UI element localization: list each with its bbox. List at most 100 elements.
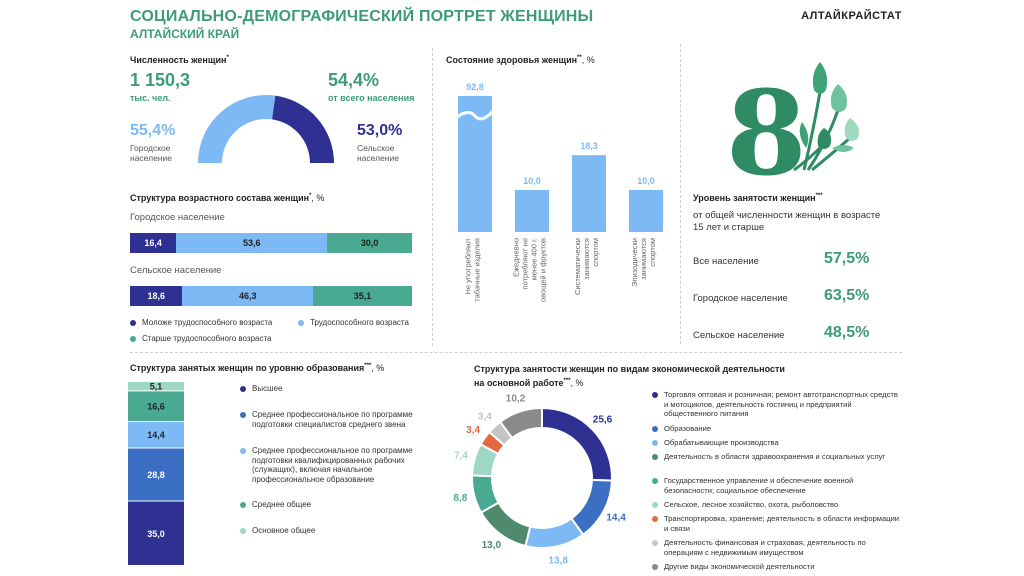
activity-legend-item-2: Обрабатывающие производства bbox=[652, 438, 902, 448]
employment-level-title-text: Уровень занятости женщин bbox=[693, 193, 816, 203]
brand-logo-text: АЛТАЙКРАЙСТАТ bbox=[801, 10, 902, 22]
gauge-rural-arc bbox=[272, 95, 334, 163]
employment-desc-line2: 15 лет и старше bbox=[693, 222, 765, 233]
rural-label-line2: население bbox=[357, 153, 399, 163]
activity-unit: , % bbox=[570, 378, 584, 388]
education-legend-item-0: Высшее bbox=[240, 384, 437, 394]
age-urban-bar: 16,4 53,6 30,0 bbox=[130, 233, 412, 253]
activity-legend-item-4: Государственное управление и обеспечение… bbox=[652, 476, 902, 495]
age-structure-title-text: Структура возрастного состава женщин bbox=[130, 193, 310, 203]
education-segment-3 bbox=[128, 391, 184, 421]
age-legend-young: Моложе трудоспособного возраста bbox=[130, 318, 272, 328]
activity-legend-item-8: Другие виды экономической деятельности bbox=[652, 562, 902, 572]
age-structure-unit: , % bbox=[311, 193, 325, 203]
health-bar-2 bbox=[572, 155, 606, 232]
population-share: 54,4% bbox=[328, 70, 380, 90]
gauge-urban-arc bbox=[198, 95, 276, 163]
health-category-text: овощей и фруктов bbox=[539, 238, 548, 302]
health-unit: , % bbox=[581, 55, 595, 65]
health-category-text: Эпизодически bbox=[630, 238, 639, 287]
age-legend-old-text: Старше трудоспособного возраста bbox=[142, 334, 272, 343]
health-category-2: Систематически занимаются спортом bbox=[573, 238, 600, 295]
employment-all-value: 57,5% bbox=[824, 250, 870, 267]
employment-urban-label: Городское население bbox=[693, 293, 788, 304]
legend-dot bbox=[240, 448, 246, 454]
legend-dot bbox=[240, 386, 246, 392]
legend-dot-teal bbox=[130, 335, 136, 342]
legend-dot bbox=[652, 502, 658, 508]
donut-label-0: 25,6 bbox=[593, 415, 613, 426]
health-category-text: менее 400 г. bbox=[530, 238, 539, 280]
age-legend-working: Трудоспособного возраста bbox=[298, 318, 409, 328]
education-legend-text: Основное общее bbox=[252, 526, 316, 535]
education-segment-0 bbox=[128, 501, 184, 565]
education-legend-text: Среднее общее bbox=[252, 500, 312, 509]
legend-dot bbox=[652, 564, 658, 570]
legend-dot bbox=[652, 440, 658, 446]
activity-title-mark: *** bbox=[563, 378, 571, 384]
employment-level-title-mark: *** bbox=[815, 193, 823, 199]
health-category-text: спортом bbox=[648, 238, 657, 267]
activity-legend-text: Сельское, лесное хозяйство, охота, рыбол… bbox=[664, 500, 839, 509]
activity-legend-item-0: Торговля оптовая и розничная; ремонт авт… bbox=[652, 390, 902, 419]
education-legend-text: Среднее профессиональное по программе по… bbox=[252, 410, 413, 429]
employment-rural-value: 48,5% bbox=[824, 324, 870, 341]
employment-level-title: Уровень занятости женщин*** bbox=[693, 193, 823, 203]
health-axis-break-mark bbox=[455, 109, 496, 121]
age-rural-old: 35,1 bbox=[313, 286, 412, 306]
march-8-flower-icon: 8 bbox=[726, 62, 859, 188]
population-gauge bbox=[198, 95, 334, 163]
urban-label-line2: население bbox=[130, 153, 172, 163]
health-bar-label-1: 10,0 bbox=[523, 176, 541, 186]
population-share-text: от всего населения bbox=[328, 93, 415, 103]
activity-legend-text: Деятельность финансовая и страховая, дея… bbox=[664, 538, 866, 557]
age-urban-young: 16,4 bbox=[130, 233, 177, 253]
health-bar-label-3: 10,0 bbox=[637, 176, 655, 186]
population-title: Численность женщин* bbox=[130, 55, 229, 65]
activity-donut-chart: 25,6 14,4 13,8 13,0 8,8 7,4 3,4 3,4 10,2 bbox=[453, 393, 626, 566]
health-bar-3 bbox=[629, 190, 663, 232]
donut-slice-2 bbox=[524, 517, 585, 549]
employment-desc-line1: от общей численности женщин в возрасте bbox=[693, 210, 881, 221]
education-legend-item-3: Среднее общее bbox=[240, 500, 437, 510]
education-segment-1 bbox=[128, 448, 184, 501]
health-category-3: Эпизодически занимаются спортом bbox=[630, 238, 657, 287]
activity-legend-item-5: Сельское, лесное хозяйство, охота, рыбол… bbox=[652, 500, 902, 510]
age-rural-working: 46,3 bbox=[182, 286, 313, 306]
legend-dot-light-blue bbox=[298, 319, 304, 326]
age-legend-old: Старше трудоспособного возраста bbox=[130, 334, 272, 344]
education-title-mark: *** bbox=[364, 363, 372, 369]
health-bar-label-0: 92,8 bbox=[466, 82, 484, 92]
divider-horizontal bbox=[130, 352, 902, 353]
activity-title: Структура занятости женщин по видам экон… bbox=[474, 363, 785, 389]
donut-label-4: 8,8 bbox=[453, 493, 467, 504]
activity-title-line2: на основной работе bbox=[474, 378, 564, 388]
donut-label-6: 3,4 bbox=[466, 425, 480, 436]
donut-label-7: 3,4 bbox=[478, 411, 492, 422]
legend-dot bbox=[240, 502, 246, 508]
population-total-unit: тыс. чел. bbox=[130, 93, 171, 103]
urban-share: 55,4% bbox=[130, 122, 176, 139]
population-total: 1 150,3 bbox=[130, 70, 191, 90]
age-urban-working: 53,6 bbox=[176, 233, 328, 253]
education-legend-text: Высшее bbox=[252, 384, 283, 393]
divider-left bbox=[432, 48, 433, 346]
employment-rural-label: Сельское население bbox=[693, 330, 785, 341]
age-rural-bar: 18,6 46,3 35,1 bbox=[130, 286, 412, 306]
health-category-text: потребляют не bbox=[521, 238, 530, 289]
health-category-text: спортом bbox=[591, 238, 600, 267]
age-rural-label: Сельское население bbox=[130, 265, 222, 276]
education-legend-text: Среднее профессиональное по программе по… bbox=[252, 446, 413, 484]
activity-legend-text: Другие виды экономической деятельности bbox=[664, 562, 815, 571]
donut-label-5: 7,4 bbox=[454, 451, 468, 462]
activity-legend-text: Образование bbox=[664, 424, 712, 433]
health-category-text: занимаются bbox=[639, 238, 648, 280]
age-urban-label: Городское население bbox=[130, 212, 225, 223]
health-category-1: Ежедневно потребляют не менее 400 г. овощей… bbox=[512, 238, 548, 302]
education-segment-label-0: 35,0 bbox=[147, 529, 165, 539]
education-legend-item-2: Среднее профессиональное по программе по… bbox=[240, 446, 437, 484]
activity-legend-text: Торговля оптовая и розничная; ремонт авт… bbox=[664, 390, 898, 418]
activity-title-line1: Структура занятости женщин по видам экон… bbox=[474, 364, 785, 374]
employment-urban-value: 63,5% bbox=[824, 287, 870, 304]
education-segment-label-1: 28,8 bbox=[147, 470, 165, 480]
